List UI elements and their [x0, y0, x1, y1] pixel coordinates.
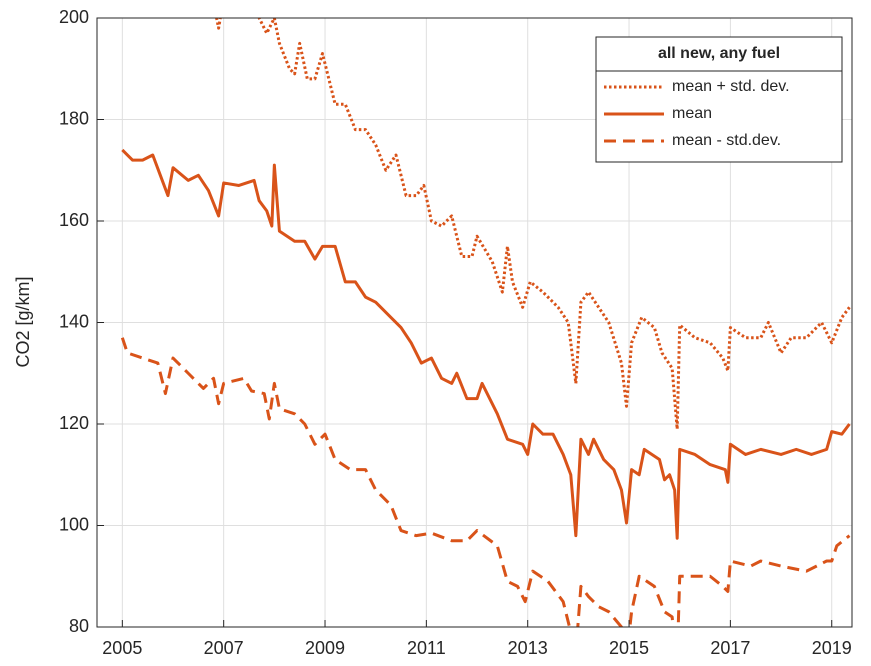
lines [120, 18, 851, 627]
series-line [121, 148, 851, 540]
y-tick-label: 180 [59, 108, 89, 128]
y-axis-label: CO2 [g/km] [13, 276, 33, 367]
legend-label: mean [672, 105, 712, 122]
x-tick-label: 2005 [102, 638, 142, 658]
y-tick-label: 100 [59, 514, 89, 534]
x-tick-label: 2009 [305, 638, 345, 658]
x-tick-label: 2011 [407, 638, 446, 658]
legend-box [595, 36, 843, 163]
x-tick-label: 2013 [508, 638, 548, 658]
x-tick-label: 2007 [204, 638, 244, 658]
x-tick-label: 2017 [710, 638, 750, 658]
grid [97, 17, 852, 628]
y-tick-label: 200 [59, 7, 89, 27]
y-tick-label: 160 [59, 210, 89, 230]
series-line [215, 18, 851, 431]
y-tick-label: 120 [59, 413, 89, 433]
legend-label: mean - std.dev. [672, 132, 781, 149]
legend: all new, any fuel mean + std. dev. mean mea… [595, 36, 843, 163]
y-tick-label: 80 [69, 616, 89, 636]
legend-label: mean + std. dev. [672, 78, 790, 95]
legend-title: all new, any fuel [658, 45, 780, 62]
x-tick-label: 2015 [609, 638, 649, 658]
y-tick-label: 140 [59, 311, 89, 331]
x-tick-label: 2019 [812, 638, 852, 658]
